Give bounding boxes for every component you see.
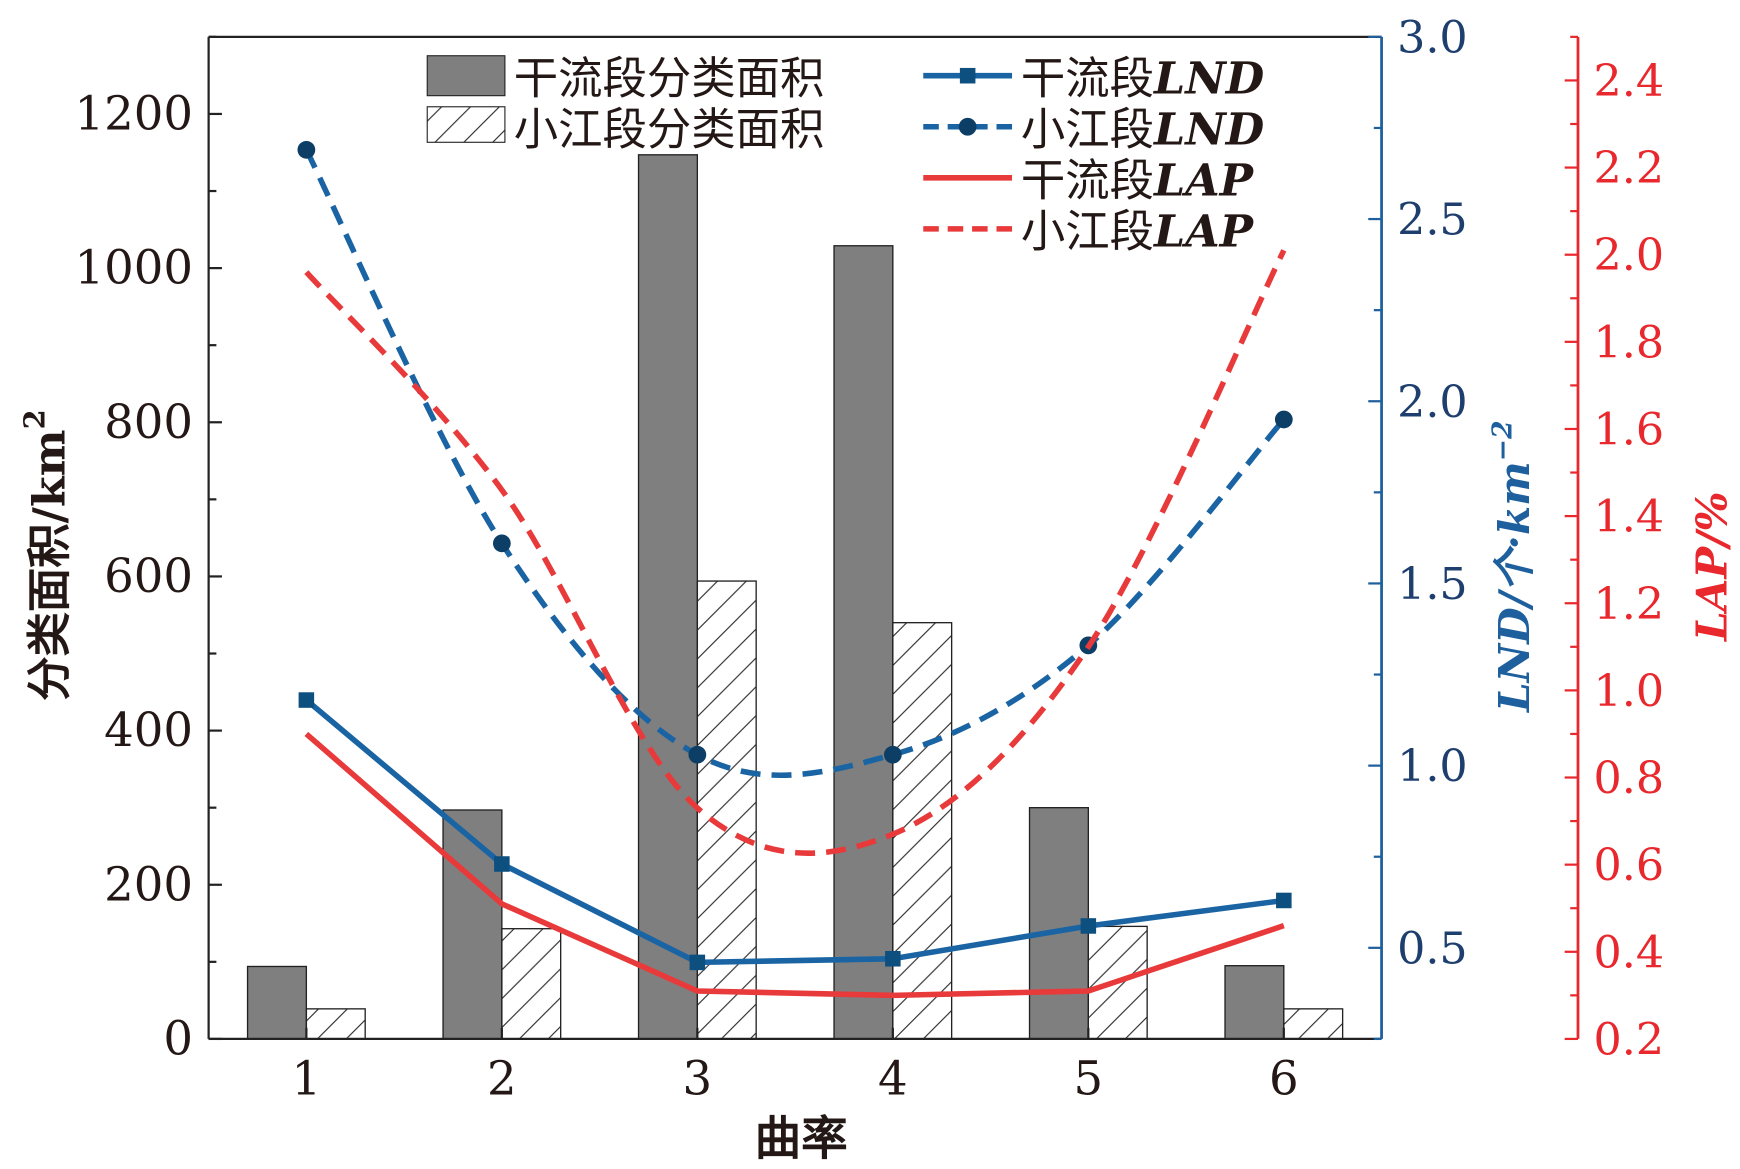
x-axis-title: 曲率	[755, 1110, 848, 1165]
lnd-tick-label: 3.0	[1397, 12, 1468, 63]
left-axis-title-sup: 2	[17, 409, 51, 429]
lap-axis-title: LAP/%	[1687, 491, 1737, 642]
legend-label-en: LND	[1152, 104, 1265, 156]
lnd-axis-title: LND/个·km−2	[1487, 420, 1539, 713]
lap-tick-label: 2.0	[1594, 230, 1665, 281]
x-tick-label: 3	[683, 1051, 713, 1105]
lap-tick-label: 1.2	[1594, 579, 1665, 630]
lap-tick-label: 0.2	[1594, 1014, 1665, 1065]
line-lap-4	[304, 731, 1285, 999]
bar-xiaojiang-2	[501, 928, 562, 1040]
marker-square-1	[298, 692, 315, 708]
left-tick-label: 1200	[75, 86, 194, 140]
bar-main-3	[637, 154, 699, 1040]
legend-label-0: 干流段LND	[1021, 52, 1265, 104]
marker-square-5	[1080, 918, 1097, 934]
lap-tick-label: 2.2	[1594, 143, 1665, 194]
left-tick-label: 600	[104, 549, 193, 603]
lnd-tick-label: 1.0	[1397, 741, 1468, 792]
legend-label-en: LAP	[1152, 206, 1255, 258]
lap-tick-label: 0.8	[1594, 753, 1665, 804]
marker-circle-3	[688, 745, 707, 764]
marker-square-6	[1276, 892, 1292, 909]
lap-tick-label: 2.4	[1594, 56, 1665, 107]
legend-label-cn: 干流段	[1021, 156, 1154, 207]
line-lnd-3	[303, 148, 1286, 778]
legend-swatch-main-area	[426, 55, 506, 97]
bar-main-2	[442, 809, 503, 1040]
left-tick-label: 800	[104, 395, 193, 449]
marker-circle-6	[1274, 410, 1293, 429]
bar-main-6	[1224, 965, 1285, 1040]
x-tick-label: 2	[487, 1051, 517, 1105]
legend-label-en: LND	[1152, 52, 1265, 104]
bar-main-4	[833, 245, 894, 1040]
left-axis-title: 分类面积/km2	[17, 409, 75, 701]
left-tick-label: 0	[163, 1011, 193, 1065]
marker-circle-2	[492, 534, 511, 553]
lap-tick-label: 1.6	[1594, 405, 1665, 456]
lnd-tick-label: 0.5	[1397, 923, 1468, 974]
lap-tick-label: 0.4	[1594, 927, 1665, 978]
legend-label-2: 干流段LAP	[1021, 155, 1255, 207]
legend-label-main-area: 干流段分类面积	[514, 53, 825, 104]
legend-label-cn: 小江段	[1021, 105, 1154, 156]
line-lap-5	[304, 249, 1287, 856]
legend-label-cn: 干流段	[1021, 53, 1154, 104]
lap-tick-label: 0.6	[1594, 840, 1665, 891]
legend-label-3: 小江段LAP	[1021, 206, 1255, 258]
marker-circle-1	[297, 140, 316, 159]
marker-circle-4	[883, 745, 902, 764]
line-lnd-2	[304, 697, 1285, 966]
lnd-tick-label: 1.5	[1397, 559, 1468, 610]
lap-tick-label: 1.0	[1594, 666, 1665, 717]
lnd-axis-title-sup: −2	[1487, 420, 1518, 461]
x-tick-label: 5	[1074, 1051, 1104, 1105]
legend-label-en: LAP	[1152, 155, 1255, 207]
lap-tick-label: 1.4	[1594, 492, 1665, 543]
bar-main-1	[246, 965, 308, 1040]
marker-square-2	[494, 856, 510, 872]
legend-label-1: 小江段LND	[1021, 104, 1265, 156]
lnd-tick-label: 2.0	[1397, 377, 1468, 428]
lap-tick-label: 1.8	[1594, 317, 1665, 368]
marker-square-4	[885, 950, 901, 967]
marker-square-3	[689, 954, 706, 971]
left-tick-label: 400	[104, 703, 193, 757]
lnd-axis-title-main: LND/个·km	[1489, 461, 1539, 713]
bar-main-5	[1028, 807, 1089, 1040]
lnd-tick-label: 2.5	[1397, 195, 1468, 246]
x-tick-label: 6	[1269, 1051, 1299, 1105]
bar-xiaojiang-6	[1283, 1008, 1344, 1040]
legend-swatch-xiaojiang-area	[426, 106, 506, 143]
left-axis-title-main: 分类面积/km	[23, 429, 75, 700]
legend-marker-square	[959, 67, 976, 84]
legend-label-xiaojiang-area: 小江段分类面积	[514, 105, 825, 156]
x-tick-label: 4	[878, 1051, 908, 1105]
left-tick-label: 1000	[75, 241, 194, 295]
bar-xiaojiang-3	[696, 580, 757, 1040]
left-tick-label: 200	[104, 857, 193, 911]
legend-label-cn: 小江段	[1021, 207, 1154, 258]
x-tick-label: 1	[292, 1051, 322, 1105]
bar-xiaojiang-1	[305, 1008, 366, 1040]
legend-marker-circle	[958, 117, 977, 136]
